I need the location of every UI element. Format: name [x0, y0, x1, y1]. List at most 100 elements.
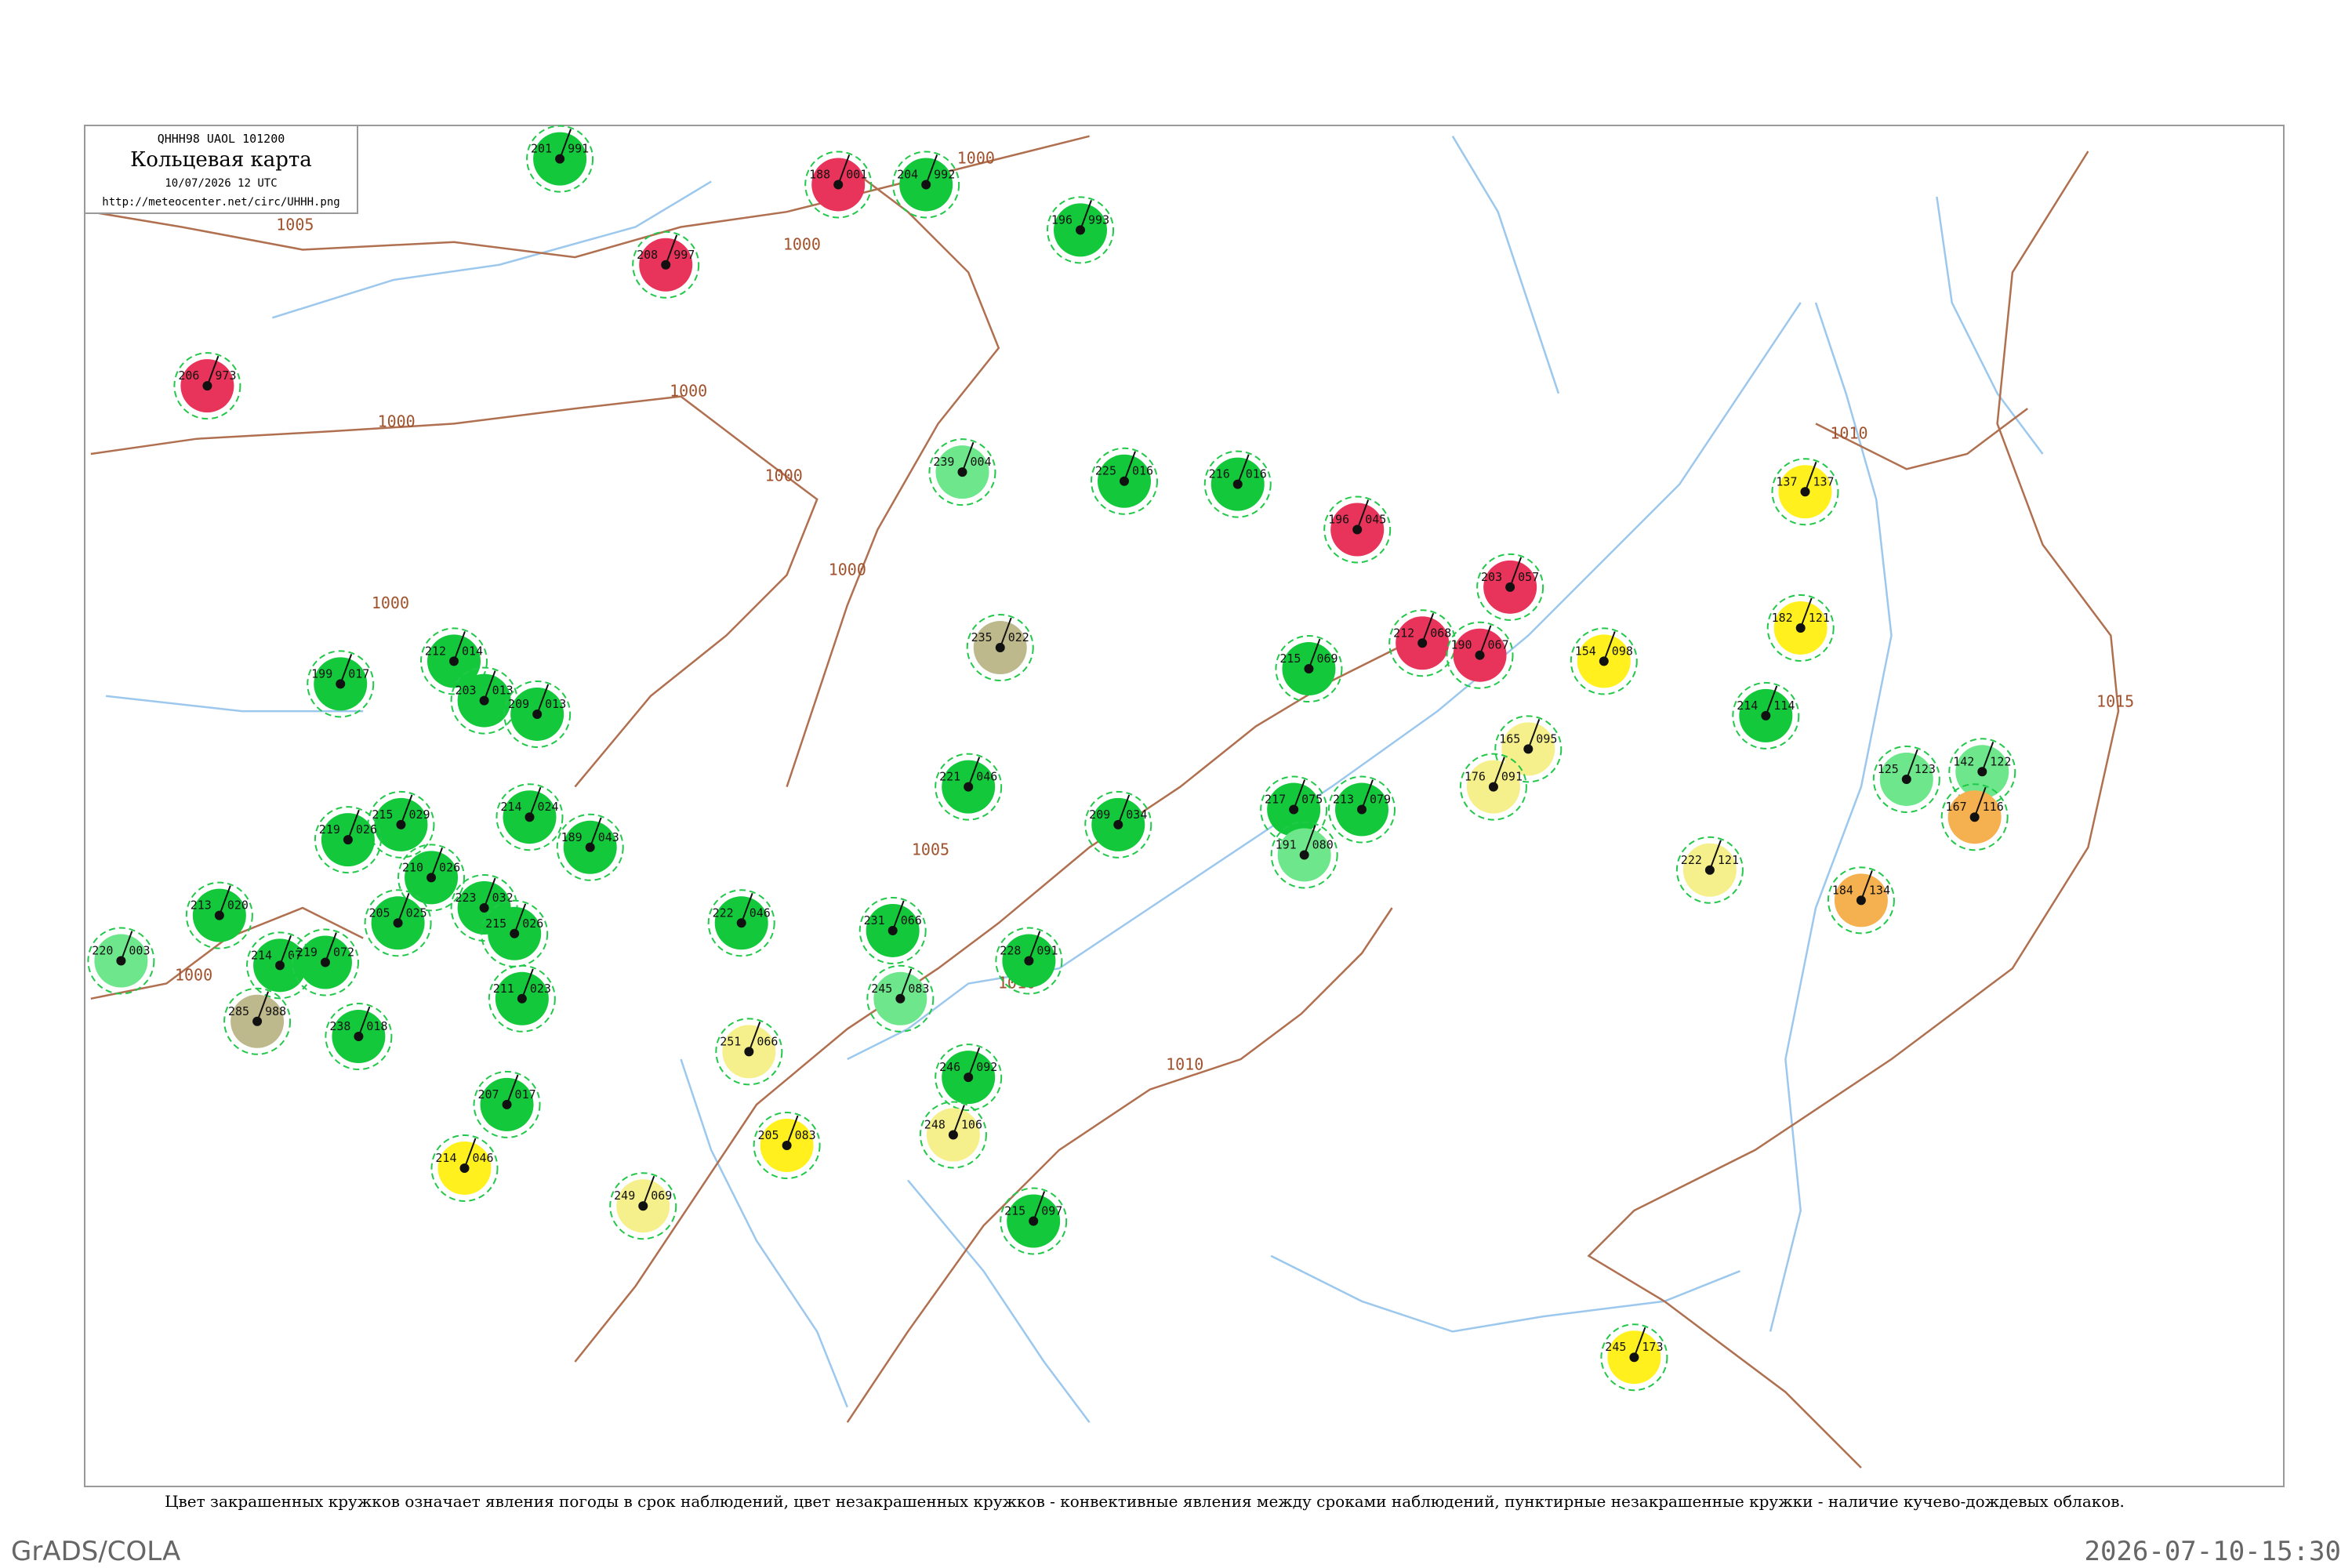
station-ring [707, 889, 775, 957]
station-temp: 245 [1605, 1340, 1626, 1354]
station-temp: 204 [897, 167, 918, 181]
station-wind [837, 154, 851, 185]
station-temp: 215 [1004, 1204, 1025, 1218]
station-wind [506, 1074, 519, 1105]
station-temp: 214 [1737, 699, 1758, 713]
river [272, 180, 712, 319]
isobar [1815, 408, 2028, 470]
station-pressure: 069 [1316, 652, 1338, 666]
station-wind [1117, 794, 1131, 826]
station-pressure: 992 [934, 167, 955, 181]
station-temp: 196 [1328, 513, 1349, 527]
station-pressure: 988 [265, 1004, 286, 1018]
station-wind [665, 234, 678, 266]
footer-right: 2026-07-10-15:30 [2084, 1536, 2341, 1567]
isobar-label: 1000 [765, 466, 803, 485]
station-wind [1981, 741, 1994, 772]
station-pressure: 046 [473, 1151, 494, 1165]
station-pressure: 003 [129, 944, 150, 958]
station-temp: 213 [191, 898, 212, 913]
station-pressure: 046 [750, 906, 771, 920]
station-pressure: 023 [530, 982, 551, 996]
station-pressure: 013 [492, 684, 514, 698]
station-ring [1827, 866, 1895, 935]
station-wind [891, 900, 905, 931]
station-pressure: 025 [406, 906, 427, 920]
isobar-label: 1000 [829, 560, 866, 579]
station-temp: 211 [493, 982, 514, 996]
station-temp: 203 [1481, 570, 1502, 584]
isobar-label: 1000 [957, 148, 995, 167]
station-pressure: 080 [1312, 837, 1334, 851]
station-wind [430, 848, 443, 878]
station-ring [526, 125, 594, 193]
station-wind [1973, 786, 1987, 818]
footer-left: GrADS/COLA [11, 1536, 180, 1567]
station-wind [748, 1022, 761, 1052]
isobar [786, 165, 1000, 787]
station-pressure: 091 [1501, 770, 1523, 784]
station-wind [483, 670, 496, 701]
station-pressure: 072 [333, 945, 354, 959]
station-wind [1708, 840, 1722, 871]
station-ring [1084, 790, 1152, 858]
station-temp: 212 [1393, 626, 1414, 640]
isobar-label: 1000 [670, 382, 707, 401]
station-wind [1527, 719, 1541, 750]
river [1769, 302, 1893, 1332]
station-ring [892, 151, 960, 219]
station-temp: 214 [435, 1151, 456, 1165]
station-temp: 215 [485, 916, 506, 931]
station-temp: 125 [1878, 762, 1899, 776]
header-title: Кольцевая карта [130, 148, 312, 172]
station-temp: 219 [296, 945, 318, 959]
station-wind [952, 1105, 965, 1135]
station-ring [173, 352, 241, 420]
station-pressure: 068 [1430, 626, 1451, 640]
station-pressure: 173 [1642, 1340, 1663, 1354]
station-temp: 191 [1276, 837, 1297, 851]
station-temp: 249 [614, 1189, 635, 1203]
station-temp: 239 [933, 455, 954, 469]
station-ring [1090, 447, 1158, 515]
station-temp: 225 [1095, 464, 1116, 478]
station-pressure: 066 [901, 913, 922, 927]
station-ring [1270, 821, 1338, 889]
station-pressure: 034 [1126, 808, 1147, 822]
station-ring [1771, 458, 1839, 526]
station-temp: 219 [319, 822, 340, 837]
isobar-label: 1010 [1830, 424, 1867, 443]
station-ring [1766, 593, 1835, 662]
station-wind [589, 817, 602, 848]
station-wind [1804, 461, 1817, 492]
station-wind [1236, 454, 1250, 485]
station-ring [1323, 495, 1392, 564]
station-temp: 238 [329, 1019, 350, 1033]
station-wind [453, 631, 466, 662]
station-temp: 190 [1450, 638, 1472, 652]
station-wind [397, 892, 410, 924]
station-temp: 208 [637, 248, 658, 262]
station-pressure: 018 [366, 1019, 387, 1033]
station-pressure: 045 [1365, 513, 1386, 527]
station-pressure: 123 [1915, 762, 1936, 776]
station-pressure: 026 [522, 916, 543, 931]
station-ring [1275, 635, 1343, 703]
station-pressure: 991 [568, 142, 589, 156]
station-pressure: 097 [1041, 1204, 1062, 1218]
station-pressure: 016 [1132, 464, 1153, 478]
station-temp: 203 [456, 684, 477, 698]
station-ring [1675, 836, 1744, 904]
station-ring [473, 1070, 541, 1138]
station-ring [325, 1003, 393, 1071]
station-ring [753, 1112, 821, 1180]
station-temp: 246 [939, 1060, 960, 1074]
station-pressure: 066 [757, 1034, 778, 1048]
station-ring [609, 1172, 677, 1240]
station-pressure: 121 [1809, 611, 1830, 625]
map-frame [84, 125, 2285, 1487]
station-ring [185, 881, 253, 949]
river [680, 1058, 848, 1408]
station-ring [397, 844, 466, 912]
